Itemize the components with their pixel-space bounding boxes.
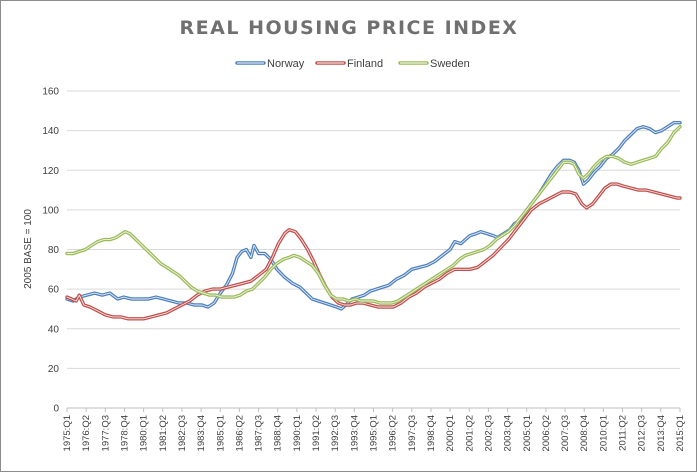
legend: Norway Finland Sweden: [235, 58, 470, 70]
x-tick-label: 2015:Q1: [675, 415, 686, 451]
x-tick-label: 1981:Q2: [158, 415, 169, 451]
x-tick-label: 2000:Q1: [445, 415, 456, 451]
x-tick-label: 2003:Q4: [503, 415, 514, 451]
y-axis-label: 2005 BASE = 100: [23, 209, 34, 289]
x-tick-label: 1988:Q4: [273, 415, 284, 451]
series-line-norway: [65, 121, 682, 311]
series-layer: [65, 121, 682, 321]
y-tick-label: 120: [42, 166, 59, 177]
y-tick-label: 140: [42, 126, 59, 137]
gridlines: [67, 90, 680, 369]
x-tick-label: 1993:Q4: [349, 415, 360, 451]
y-tick-label: 40: [48, 324, 60, 335]
y-tick-label: 20: [48, 364, 60, 375]
x-tick-label: 1990:Q1: [292, 415, 303, 451]
y-tick-label: 100: [42, 205, 59, 216]
legend-item-finland: Finland: [315, 58, 383, 70]
y-tick-label: 80: [48, 245, 60, 256]
y-tick-label: 60: [48, 285, 60, 296]
series-line-highlight: [66, 126, 681, 304]
x-tick-label: 1991:Q2: [311, 415, 322, 451]
x-tick-label: 2007:Q3: [560, 415, 571, 451]
legend-label: Sweden: [430, 58, 470, 70]
x-tick-label: 1982:Q3: [177, 415, 188, 451]
x-tick-label: 2013:Q4: [656, 415, 667, 451]
x-tick-label: 1975:Q1: [62, 415, 73, 451]
x-tick-label: 1995:Q1: [369, 415, 380, 451]
x-tick-label: 2001:Q2: [464, 415, 475, 451]
x-tick-label: 2006:Q2: [541, 415, 552, 451]
x-axis-ticks: 1975:Q1 1976:Q2 1977:Q3 1978:Q4 1980:Q1 1981:…: [62, 408, 686, 451]
x-tick-label: 1983:Q4: [196, 415, 207, 451]
x-tick-label: 1987:Q3: [254, 415, 265, 451]
x-tick-label: 2008:Q4: [579, 415, 590, 451]
series-norway: [65, 121, 682, 311]
x-tick-label: 1976:Q2: [81, 415, 92, 451]
x-tick-label: 2002:Q3: [483, 415, 494, 451]
series-sweden: [65, 125, 682, 305]
x-tick-label: 1986:Q2: [234, 415, 245, 451]
legend-item-norway: Norway: [235, 58, 305, 70]
x-tick-label: 1997:Q3: [407, 415, 418, 451]
x-tick-label: 1996:Q2: [388, 415, 399, 451]
series-finland: [65, 182, 682, 321]
legend-label: Finland: [347, 58, 383, 70]
x-tick-label: 2010:Q1: [598, 415, 609, 451]
x-tick-label: 2011:Q2: [618, 415, 629, 451]
x-tick-label: 1992:Q3: [330, 415, 341, 451]
x-tick-label: 1977:Q3: [100, 415, 111, 451]
x-tick-label: 2012:Q3: [637, 415, 648, 451]
series-line-highlight: [66, 122, 681, 310]
series-line-highlight: [66, 183, 681, 320]
x-tick-label: 1980:Q1: [139, 415, 150, 451]
chart-title: REAL HOUSING PRICE INDEX: [180, 17, 519, 39]
x-tick-label: 2005:Q1: [522, 415, 533, 451]
legend-label: Norway: [267, 58, 305, 70]
series-line-sweden: [65, 125, 682, 305]
x-tick-label: 1985:Q1: [215, 415, 226, 451]
y-tick-label: 160: [42, 87, 59, 98]
legend-item-sweden: Sweden: [398, 58, 470, 70]
y-tick-label: 0: [53, 404, 59, 415]
y-axis-ticks: 0 20 40 60 80 100 120 140 160: [42, 87, 59, 415]
x-tick-label: 1998:Q4: [426, 415, 437, 451]
x-tick-label: 1978:Q4: [119, 415, 130, 451]
